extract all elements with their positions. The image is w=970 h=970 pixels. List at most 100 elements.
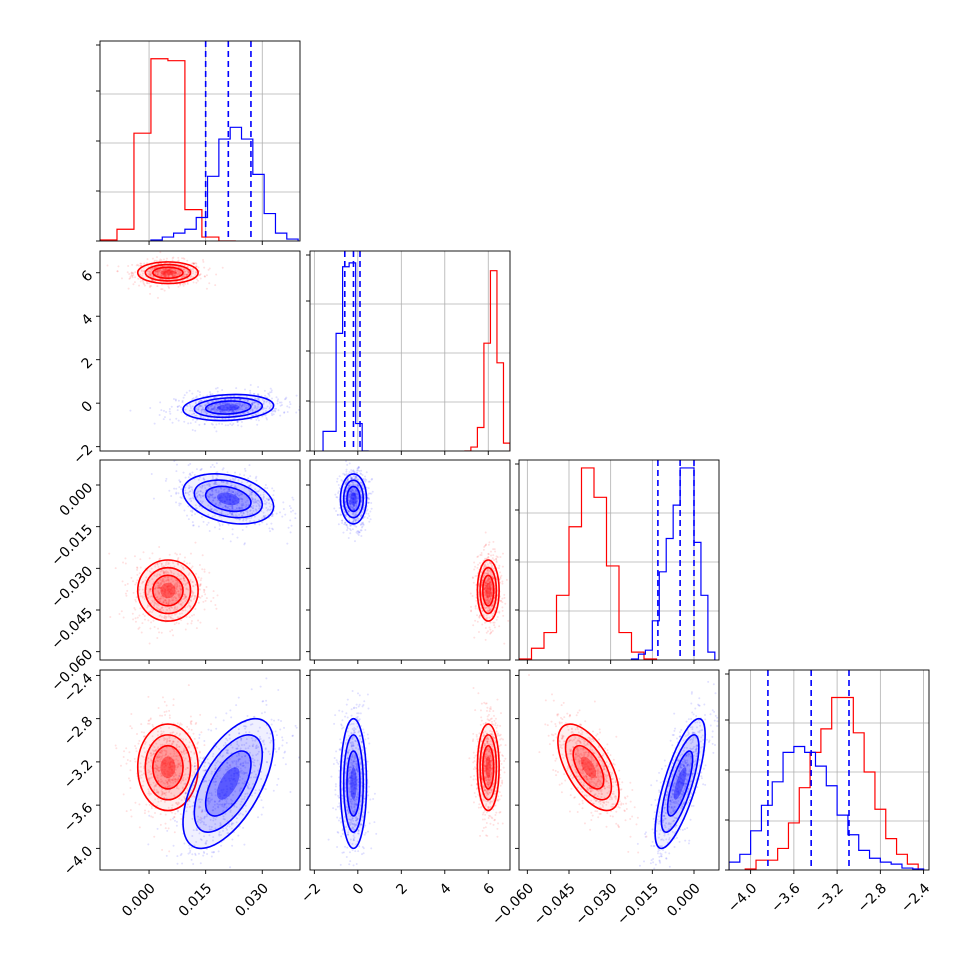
scatter-point bbox=[229, 394, 232, 397]
scatter-point bbox=[227, 492, 230, 495]
scatter-point bbox=[190, 589, 193, 592]
scatter-point bbox=[472, 624, 475, 627]
scatter-point bbox=[161, 595, 164, 598]
scatter-point bbox=[208, 282, 211, 285]
scatter-point bbox=[188, 403, 191, 406]
scatter-point bbox=[180, 723, 183, 726]
scatter-point bbox=[355, 502, 358, 505]
scatter-point bbox=[218, 522, 221, 525]
scatter-point bbox=[349, 505, 352, 508]
scatter-point bbox=[337, 523, 340, 526]
scatter-point bbox=[349, 490, 352, 493]
scatter-point bbox=[369, 510, 372, 513]
scatter-point bbox=[488, 606, 491, 609]
scatter-point bbox=[219, 503, 222, 506]
scatter-point bbox=[149, 587, 152, 590]
scatter-point bbox=[347, 502, 350, 505]
scatter-point bbox=[495, 557, 498, 560]
scatter-point bbox=[349, 503, 352, 506]
scatter-point bbox=[171, 269, 174, 272]
scatter-point bbox=[226, 496, 229, 499]
scatter-point bbox=[202, 495, 205, 498]
scatter-point bbox=[147, 761, 150, 764]
scatter-point bbox=[233, 409, 236, 412]
scatter-point bbox=[483, 587, 486, 590]
scatter-point bbox=[197, 266, 200, 269]
scatter-point bbox=[268, 401, 271, 404]
scatter-point bbox=[170, 756, 173, 759]
scatter-point bbox=[193, 613, 196, 616]
scatter-point bbox=[231, 513, 234, 516]
scatter-point bbox=[139, 280, 142, 283]
scatter-point bbox=[162, 271, 165, 274]
scatter-point bbox=[183, 271, 186, 274]
scatter-point bbox=[348, 484, 351, 487]
scatter-point bbox=[153, 760, 156, 763]
scatter-point bbox=[198, 750, 201, 753]
scatter-point bbox=[184, 491, 187, 494]
scatter-point bbox=[263, 516, 266, 519]
scatter-point bbox=[227, 523, 230, 526]
scatter-point bbox=[128, 751, 131, 754]
scatter-point bbox=[141, 274, 144, 277]
scatter-point bbox=[165, 596, 168, 599]
scatter-point bbox=[159, 760, 162, 763]
scatter-point bbox=[186, 492, 189, 495]
scatter-point bbox=[232, 403, 235, 406]
scatter-point bbox=[244, 406, 247, 409]
scatter-point bbox=[261, 415, 264, 418]
scatter-point bbox=[470, 605, 473, 608]
scatter-point bbox=[161, 590, 164, 593]
scatter-point bbox=[178, 797, 181, 800]
scatter-point bbox=[193, 771, 196, 774]
scatter-point bbox=[203, 608, 206, 611]
scatter-point bbox=[168, 273, 171, 276]
scatter-point bbox=[178, 404, 181, 407]
scatter-point bbox=[220, 510, 223, 513]
scatter-point bbox=[160, 583, 163, 586]
scatter-point bbox=[175, 586, 178, 589]
scatter-point bbox=[134, 600, 137, 603]
scatter-point bbox=[182, 268, 185, 271]
scatter-point bbox=[251, 409, 254, 412]
scatter-point bbox=[226, 395, 229, 398]
scatter-point bbox=[493, 559, 496, 562]
scatter-point bbox=[142, 784, 145, 787]
scatter-point bbox=[162, 258, 165, 261]
scatter-point bbox=[180, 799, 183, 802]
scatter-point bbox=[353, 524, 356, 527]
scatter-point bbox=[350, 496, 353, 499]
scatter-point bbox=[159, 401, 162, 404]
scatter-point bbox=[119, 764, 122, 767]
scatter-point bbox=[177, 272, 180, 275]
scatter-point bbox=[150, 279, 153, 282]
scatter-point bbox=[243, 388, 246, 391]
scatter-point bbox=[225, 406, 228, 409]
scatter-point bbox=[169, 269, 172, 272]
scatter-point bbox=[153, 785, 156, 788]
scatter-point bbox=[234, 408, 237, 411]
scatter-point bbox=[176, 409, 179, 412]
scatter-point bbox=[186, 581, 189, 584]
scatter-point bbox=[169, 615, 172, 618]
scatter-point bbox=[166, 268, 169, 271]
scatter-point bbox=[218, 501, 221, 504]
scatter-point bbox=[179, 603, 182, 606]
scatter-point bbox=[223, 398, 226, 401]
scatter-point bbox=[170, 586, 173, 589]
scatter-point bbox=[194, 541, 197, 544]
scatter-point bbox=[189, 720, 192, 723]
scatter-point bbox=[484, 591, 487, 594]
scatter-point bbox=[139, 566, 142, 569]
contour-blue bbox=[193, 479, 264, 519]
scatter-point bbox=[163, 268, 166, 271]
scatter-point bbox=[174, 780, 177, 783]
scatter-point bbox=[229, 502, 232, 505]
scatter-point bbox=[360, 481, 363, 484]
scatter-point bbox=[176, 269, 179, 272]
scatter-point bbox=[160, 581, 163, 584]
scatter-point bbox=[349, 502, 352, 505]
scatter-point bbox=[166, 783, 169, 786]
scatter-point bbox=[172, 761, 175, 764]
scatter-point bbox=[232, 491, 235, 494]
